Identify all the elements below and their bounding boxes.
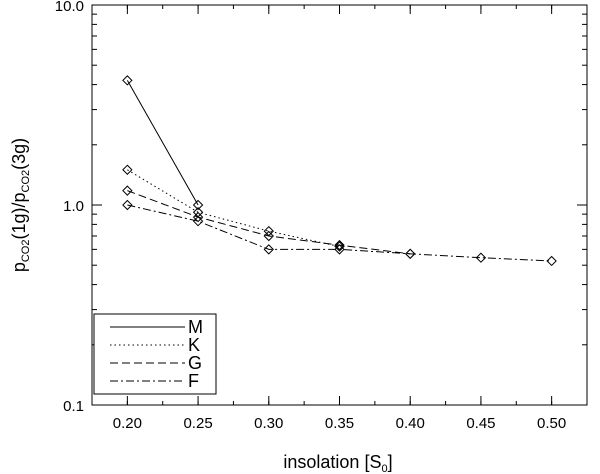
series-line-K xyxy=(127,169,340,248)
y-axis-title-p1: p xyxy=(9,262,29,272)
y-tick-label: 1.0 xyxy=(63,198,84,215)
x-tick-label: 0.45 xyxy=(466,415,495,432)
data-point-F xyxy=(546,255,557,267)
x-axis-title-main: insolation [S xyxy=(283,452,381,472)
legend-label-G: G xyxy=(188,353,202,373)
y-axis-title-end: (3g) xyxy=(9,138,29,170)
data-point-K xyxy=(122,164,133,175)
data-point-F xyxy=(475,252,487,263)
y-tick-label: 10.0 xyxy=(55,0,84,15)
data-point-F xyxy=(192,215,204,227)
data-point-M xyxy=(192,199,204,211)
data-point-M xyxy=(122,75,133,86)
x-tick-label: 0.40 xyxy=(396,415,425,432)
x-tick-label: 0.50 xyxy=(537,415,566,432)
data-point-F xyxy=(122,199,133,211)
x-axis-title-sub: 0 xyxy=(381,463,387,474)
legend-label-F: F xyxy=(188,371,199,391)
data-point-F xyxy=(334,244,345,255)
y-tick-label: 0.1 xyxy=(63,398,84,415)
x-ticks: 0.20 0.25 0.30 0.35 0.40 0.45 0.50 xyxy=(113,5,566,432)
data-point-G xyxy=(192,211,204,223)
x-tick-label: 0.20 xyxy=(113,415,142,432)
legend-label-M: M xyxy=(188,317,203,337)
y-axis-title: pCO2(1g)/pCO2(3g) xyxy=(9,138,32,272)
series-line-F xyxy=(127,204,552,262)
x-tick-label: 0.35 xyxy=(325,415,354,432)
series-layer xyxy=(122,75,557,267)
x-axis-title: insolation [S0] xyxy=(283,452,392,474)
legend-label-K: K xyxy=(188,335,200,355)
data-point-G xyxy=(122,185,133,196)
data-point-F xyxy=(405,248,416,260)
y-axis-title-mid: (1g)/p xyxy=(9,192,29,239)
series-line-G xyxy=(127,190,411,255)
y-ticks: 0.1 1.0 10.0 xyxy=(55,0,587,415)
x-tick-label: 0.30 xyxy=(254,415,283,432)
data-point-F xyxy=(263,244,274,255)
series-line-M xyxy=(126,80,199,206)
x-tick-label: 0.25 xyxy=(183,415,212,432)
y-axis-title-sub1: CO2 xyxy=(20,240,32,263)
y-axis-title-sub2: CO2 xyxy=(20,170,32,193)
data-point-G xyxy=(263,230,274,242)
x-axis-title-close: ] xyxy=(388,452,393,472)
